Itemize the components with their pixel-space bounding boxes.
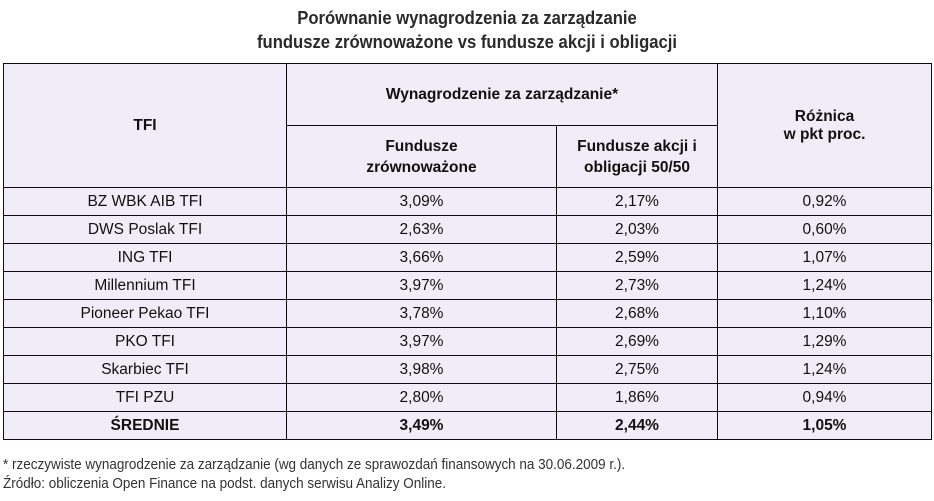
header-difference-line-1: Różnica <box>794 107 855 125</box>
footnote: * rzeczywiste wynagrodzenie za zarządzan… <box>3 457 626 473</box>
cell-balanced: 3,97% <box>286 327 557 356</box>
header-row-1: TFI Wynagrodzenie za zarządzanie* Różnic… <box>3 63 932 188</box>
cell-mixed: 2,17% <box>556 187 718 216</box>
header-balanced-line-2: zrównoważone <box>366 158 477 176</box>
title-line-2: fundusze zrównoważone vs fundusze akcji … <box>256 31 678 52</box>
cell-mixed: 2,44% <box>556 411 718 440</box>
header-row-2: Fundusze zrównoważone Fundusze akcji i o… <box>4 125 932 188</box>
table-row: Pioneer Pekao TFI 3,78% 2,68% 1,10% <box>3 299 932 328</box>
cell-diff: 1,07% <box>717 243 932 272</box>
cell-diff: 0,94% <box>717 383 932 412</box>
header-difference: Różnica w pkt proc. <box>717 63 932 188</box>
header-balanced-line-1: Fundusze <box>385 137 458 155</box>
cell-mixed: 2,03% <box>556 215 718 244</box>
cell-balanced: 2,63% <box>286 215 557 244</box>
table-row: Millennium TFI 3,97% 2,73% 1,24% <box>3 271 932 300</box>
table-row: DWS Poslak TFI 2,63% 2,03% 0,60% <box>3 215 932 244</box>
cell-diff: 0,92% <box>717 187 932 216</box>
title-line-1: Porównanie wynagrodzenia za zarządzanie <box>297 7 637 28</box>
cell-diff: 1,10% <box>717 299 932 328</box>
header-mixed-line-1: Fundusze akcji i <box>577 137 697 155</box>
cell-balanced: 3,97% <box>286 271 557 300</box>
cell-balanced: 3,66% <box>286 243 557 272</box>
header-tfi: TFI <box>3 63 287 188</box>
cell-mixed: 2,75% <box>556 355 718 384</box>
cell-mixed: 2,68% <box>556 299 718 328</box>
header-mixed-funds: Fundusze akcji i obligacji 50/50 <box>556 125 718 188</box>
table-row: PKO TFI 3,97% 2,69% 1,29% <box>3 327 932 356</box>
table-row: BZ WBK AIB TFI 3,09% 2,17% 0,92% <box>3 187 932 216</box>
cell-tfi: Skarbiec TFI <box>3 355 287 384</box>
cell-mixed: 2,59% <box>556 243 718 272</box>
table-row: Skarbiec TFI 3,98% 2,75% 1,24% <box>3 355 932 384</box>
cell-mixed: 1,86% <box>556 383 718 412</box>
cell-diff: 0,60% <box>717 215 932 244</box>
cell-balanced: 3,09% <box>286 187 557 216</box>
cell-tfi: PKO TFI <box>3 327 287 356</box>
cell-mixed: 2,69% <box>556 327 718 356</box>
cell-balanced: 3,98% <box>286 355 557 384</box>
table-row: TFI PZU 2,80% 1,86% 0,94% <box>3 383 932 412</box>
cell-diff: 1,24% <box>717 355 932 384</box>
notes: * rzeczywiste wynagrodzenie za zarządzan… <box>3 456 625 494</box>
cell-diff: 1,24% <box>717 271 932 300</box>
source-note: Źródło: obliczenia Open Finance na podst… <box>3 476 447 492</box>
cell-mixed: 2,73% <box>556 271 718 300</box>
cell-tfi: TFI PZU <box>3 383 287 412</box>
page-title: Porównanie wynagrodzenia za zarządzanie … <box>47 6 888 54</box>
table-row: ING TFI 3,66% 2,59% 1,07% <box>3 243 932 272</box>
cell-tfi: BZ WBK AIB TFI <box>3 187 287 216</box>
cell-balanced: 2,80% <box>286 383 557 412</box>
cell-tfi: ŚREDNIE <box>3 411 287 440</box>
cell-balanced: 3,49% <box>286 411 557 440</box>
cell-tfi: Millennium TFI <box>3 271 287 300</box>
header-management-fee: Wynagrodzenie za zarządzanie* <box>286 63 718 126</box>
cell-balanced: 3,78% <box>286 299 557 328</box>
cell-tfi: ING TFI <box>3 243 287 272</box>
fee-comparison-table: TFI Wynagrodzenie za zarządzanie* Różnic… <box>3 63 932 440</box>
cell-diff: 1,05% <box>717 411 932 440</box>
header-balanced-funds: Fundusze zrównoważone <box>286 125 557 188</box>
cell-tfi: DWS Poslak TFI <box>3 215 287 244</box>
header-mixed-line-2: obligacji 50/50 <box>584 158 690 176</box>
cell-tfi: Pioneer Pekao TFI <box>3 299 287 328</box>
header-difference-line-2: w pkt proc. <box>783 125 866 143</box>
cell-diff: 1,29% <box>717 327 932 356</box>
average-row: ŚREDNIE 3,49% 2,44% 1,05% <box>3 411 932 440</box>
